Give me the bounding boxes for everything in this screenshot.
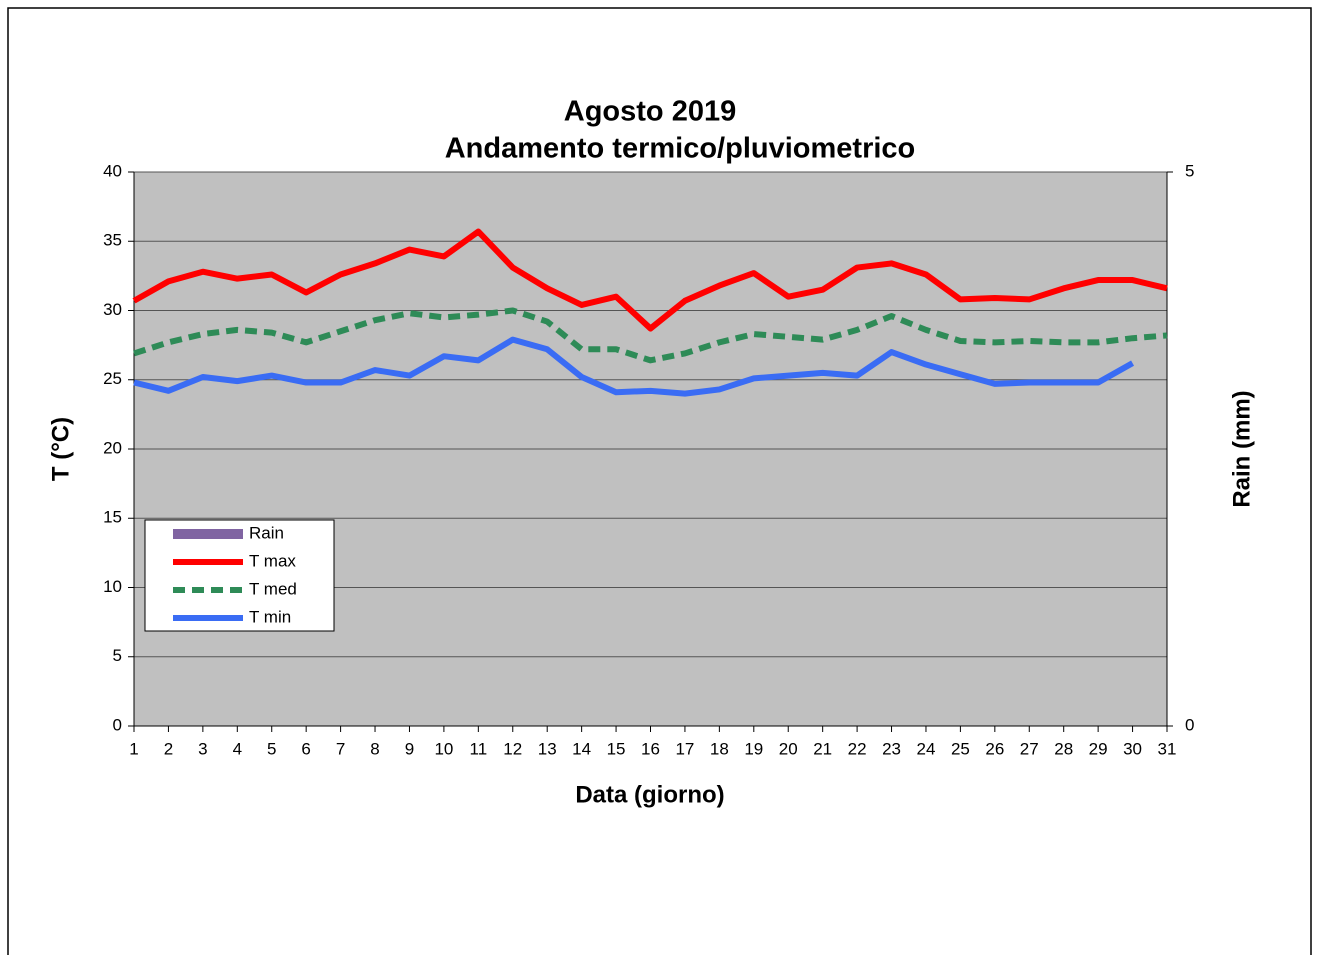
y-tick-label: 35: [103, 231, 122, 250]
y-tick-label: 5: [113, 646, 122, 665]
y-tick-label: 30: [103, 300, 122, 319]
x-tick-label: 19: [744, 739, 763, 758]
y-tick-label: 40: [103, 161, 122, 180]
x-tick-label: 17: [675, 739, 694, 758]
y-axis-label: T (°C): [47, 417, 74, 481]
x-axis-label: Data (giorno): [575, 781, 724, 808]
y2-tick-label: 0: [1185, 715, 1194, 734]
x-tick-label: 13: [538, 739, 557, 758]
x-tick-label: 10: [434, 739, 453, 758]
x-tick-label: 7: [336, 739, 345, 758]
x-tick-label: 26: [985, 739, 1004, 758]
x-tick-label: 3: [198, 739, 207, 758]
y-tick-label: 10: [103, 577, 122, 596]
x-tick-label: 28: [1054, 739, 1073, 758]
legend-label: T max: [249, 551, 296, 570]
x-tick-label: 9: [405, 739, 414, 758]
x-tick-label: 22: [848, 739, 867, 758]
x-tick-label: 14: [572, 739, 591, 758]
x-tick-label: 6: [301, 739, 310, 758]
x-tick-label: 31: [1158, 739, 1177, 758]
x-tick-label: 15: [607, 739, 626, 758]
x-tick-label: 21: [813, 739, 832, 758]
x-tick-label: 23: [882, 739, 901, 758]
x-tick-label: 20: [779, 739, 798, 758]
x-tick-label: 11: [470, 739, 488, 758]
chart-title: Agosto 2019: [564, 96, 736, 128]
x-tick-label: 4: [233, 739, 242, 758]
line: [133, 307, 1168, 364]
x-tick-label: 8: [370, 739, 379, 758]
x-tick-label: 27: [1020, 739, 1039, 758]
x-tick-label: 16: [641, 739, 660, 758]
x-tick-label: 29: [1089, 739, 1108, 758]
chart-title: Andamento termico/pluviometrico: [445, 133, 916, 165]
legend-label: T med: [249, 579, 297, 598]
y-tick-label: 15: [103, 508, 122, 527]
x-tick-label: 5: [267, 739, 276, 758]
y2-tick-label: 5: [1185, 161, 1194, 180]
y-tick-label: 25: [103, 369, 122, 388]
line: [133, 336, 1135, 397]
x-tick-label: 24: [917, 739, 936, 758]
y-tick-label: 20: [103, 438, 122, 457]
legend-label: Rain: [249, 523, 284, 542]
y-tick-label: 0: [113, 715, 122, 734]
y2-axis-label: Rain (mm): [1228, 390, 1255, 507]
line: [132, 228, 1168, 332]
x-tick-label: 30: [1123, 739, 1142, 758]
legend-label: T min: [249, 607, 291, 626]
x-tick-label: 2: [164, 739, 173, 758]
legend-swatch: [173, 529, 243, 539]
x-tick-label: 1: [129, 739, 138, 758]
x-tick-label: 25: [951, 739, 970, 758]
x-tick-label: 12: [503, 739, 522, 758]
x-tick-label: 18: [710, 739, 729, 758]
